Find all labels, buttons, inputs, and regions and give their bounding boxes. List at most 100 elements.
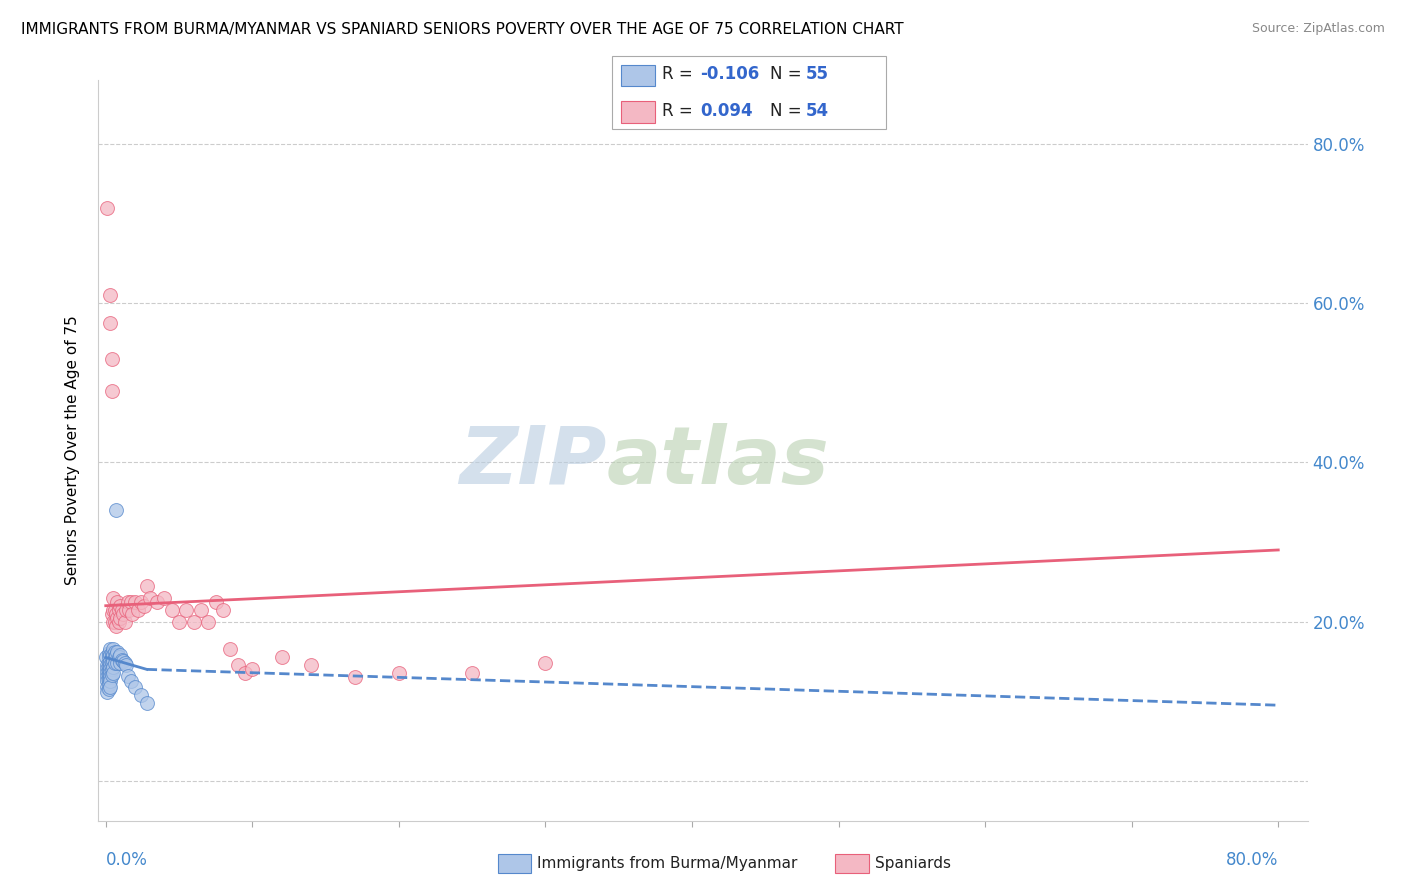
Point <box>101 591 124 605</box>
Point <box>98 642 121 657</box>
Point <box>107 656 129 670</box>
Text: R =: R = <box>662 102 699 120</box>
Point <box>197 615 219 629</box>
Point <box>97 656 120 670</box>
Point <box>108 602 131 616</box>
Point <box>388 666 411 681</box>
Point <box>96 201 118 215</box>
Point <box>101 642 124 657</box>
Point <box>103 602 125 616</box>
Point <box>105 648 128 662</box>
Text: atlas: atlas <box>606 423 830 500</box>
Text: 55: 55 <box>806 65 828 84</box>
Point <box>98 655 121 669</box>
Point <box>121 607 143 621</box>
Point <box>110 599 132 613</box>
Point <box>100 647 122 661</box>
Point <box>96 684 118 698</box>
Point <box>96 658 118 673</box>
Point <box>97 665 120 679</box>
Point <box>124 680 146 694</box>
Point <box>110 610 132 624</box>
Point <box>107 645 129 659</box>
Point <box>129 595 152 609</box>
Point <box>190 602 212 616</box>
Text: IMMIGRANTS FROM BURMA/MYANMAR VS SPANIARD SENIORS POVERTY OVER THE AGE OF 75 COR: IMMIGRANTS FROM BURMA/MYANMAR VS SPANIAR… <box>21 22 904 37</box>
Point <box>107 610 129 624</box>
Point <box>112 607 135 621</box>
Point <box>96 674 118 689</box>
Point <box>167 615 190 629</box>
Point <box>105 503 128 517</box>
Point <box>146 595 169 609</box>
Point <box>226 658 249 673</box>
Point <box>97 682 120 697</box>
Text: Spaniards: Spaniards <box>875 856 950 871</box>
Point <box>112 655 135 669</box>
Point <box>212 602 235 616</box>
Point <box>97 650 120 665</box>
Point <box>111 602 134 616</box>
Point <box>100 650 122 665</box>
Point <box>97 647 120 661</box>
Point <box>343 670 366 684</box>
Point <box>219 642 242 657</box>
Point <box>270 650 292 665</box>
Point <box>101 655 124 669</box>
Point <box>96 662 118 676</box>
Point <box>115 602 138 616</box>
Point <box>97 673 120 687</box>
Point <box>108 650 131 665</box>
Point <box>114 615 136 629</box>
Point <box>240 662 263 676</box>
Point <box>97 676 120 690</box>
Point <box>299 658 322 673</box>
Point <box>101 615 124 629</box>
Point <box>108 615 131 629</box>
Point <box>96 670 118 684</box>
Point <box>114 656 136 670</box>
Text: Source: ZipAtlas.com: Source: ZipAtlas.com <box>1251 22 1385 36</box>
Point <box>160 602 183 616</box>
Point <box>97 669 120 683</box>
Text: R =: R = <box>662 65 699 84</box>
Point <box>103 650 125 665</box>
Point <box>100 607 122 621</box>
Point <box>100 668 122 682</box>
Point <box>111 653 134 667</box>
Point <box>115 658 138 673</box>
Point <box>117 595 139 609</box>
Point <box>103 645 125 659</box>
Point <box>534 656 557 670</box>
Point <box>98 666 121 681</box>
Point <box>101 666 124 681</box>
Point <box>120 595 142 609</box>
Point <box>135 696 157 710</box>
Point <box>183 615 205 629</box>
Point <box>138 591 160 605</box>
Point <box>96 666 118 681</box>
Point <box>129 688 152 702</box>
Point <box>105 618 128 632</box>
Point <box>98 662 121 676</box>
Point <box>98 648 121 662</box>
Text: N =: N = <box>770 65 807 84</box>
Point <box>101 602 124 616</box>
Point <box>176 602 198 616</box>
Point <box>94 650 117 665</box>
Point <box>103 615 125 629</box>
Text: 0.094: 0.094 <box>700 102 752 120</box>
Point <box>127 602 149 616</box>
Point <box>100 662 122 676</box>
Point <box>103 656 125 670</box>
Point <box>233 666 256 681</box>
Y-axis label: Seniors Poverty Over the Age of 75: Seniors Poverty Over the Age of 75 <box>65 316 80 585</box>
Point <box>100 351 122 366</box>
Point <box>101 648 124 662</box>
Point <box>105 607 128 621</box>
Point <box>97 661 120 675</box>
Point <box>153 591 176 605</box>
Point <box>204 595 226 609</box>
Point <box>118 602 141 616</box>
Point <box>98 674 121 689</box>
